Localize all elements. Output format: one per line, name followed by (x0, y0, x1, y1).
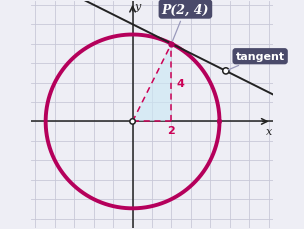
Text: P(2, 4): P(2, 4) (162, 4, 209, 42)
Text: tangent: tangent (228, 52, 285, 71)
Text: y: y (135, 2, 141, 12)
Circle shape (130, 119, 135, 125)
Text: 4: 4 (177, 78, 185, 88)
Text: 2: 2 (167, 125, 175, 135)
Circle shape (223, 68, 229, 75)
Text: x: x (265, 127, 272, 136)
Polygon shape (133, 44, 171, 122)
